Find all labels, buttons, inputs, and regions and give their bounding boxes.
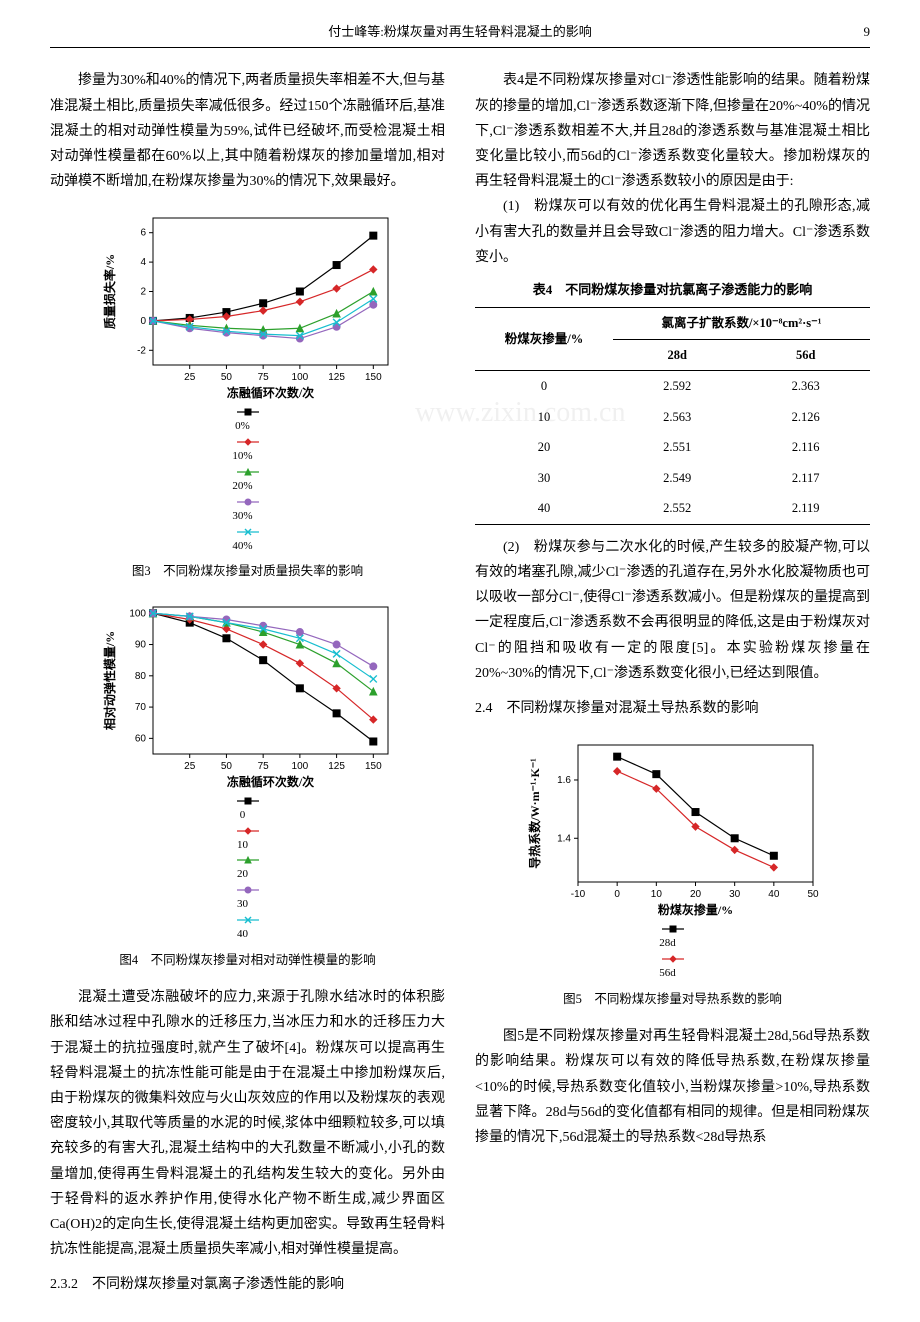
fig3-legend: 0% 10% 20% 30% 40% [50, 407, 445, 556]
item-2: (2) 粉煤灰参与二次水化的时候,产生较多的胶凝产物,可以有效的堵塞孔隙,减少C… [475, 535, 870, 686]
svg-text:-2: -2 [137, 346, 146, 357]
svg-text:70: 70 [134, 702, 146, 713]
legend-item: 10 [50, 826, 445, 851]
svg-text:0: 0 [140, 316, 146, 327]
legend-item: 40% [50, 527, 445, 552]
svg-text:0: 0 [614, 889, 620, 900]
legend-item: 0% [50, 407, 445, 432]
svg-text:50: 50 [807, 889, 819, 900]
table4-title: 表4 不同粉煤灰掺量对抗氯离子渗透能力的影响 [475, 278, 870, 301]
svg-text:25: 25 [184, 372, 196, 383]
t4-cell: 30 [475, 463, 613, 494]
page-number: 9 [864, 20, 871, 43]
para-r1: 表4是不同粉煤灰掺量对Cl⁻渗透性能影响的结果。随着粉煤灰的掺量的增加,Cl⁻渗… [475, 68, 870, 194]
fig4-legend: 0 10 20 30 40 [50, 796, 445, 945]
svg-text:40: 40 [768, 889, 780, 900]
left-column: 掺量为30%和40%的情况下,两者质量损失率相差不大,但与基准混凝土相比,质量损… [50, 68, 445, 1301]
svg-text:100: 100 [291, 761, 308, 772]
fig4-chart: 25 50 75 100 125 150 60 70 80 90 100 冻融循环次数/次 相对动弹性模… [98, 597, 398, 792]
t4-cell: 2.592 [613, 371, 742, 402]
legend-item: 30% [50, 497, 445, 522]
t4-colgroup: 氯离子扩散系数/×10⁻⁸cm²·s⁻¹ [613, 308, 870, 340]
legend-item: 56d [475, 954, 870, 979]
running-header: 付士峰等:粉煤灰量对再生轻骨料混凝土的影响 9 [50, 20, 870, 48]
figure-3: 25 50 75 100 125 150 -2 0 2 4 6 冻融循环次数/次 质量损失率/% 0% … [50, 208, 445, 582]
figure-4: 25507510012515060708090100冻融循环次数/次相对动弹性模… [50, 597, 445, 971]
legend-item: 20% [50, 467, 445, 492]
fig3-chart: 25 50 75 100 125 150 -2 0 2 4 6 冻融循环次数/次 质量损失率/% [98, 208, 398, 403]
t4-cell: 2.126 [741, 402, 870, 433]
svg-text:20: 20 [689, 889, 701, 900]
legend-item: 0 [50, 796, 445, 821]
t4-cell: 2.551 [613, 432, 742, 463]
svg-text:50: 50 [220, 761, 232, 772]
legend-item: 20 [50, 855, 445, 880]
svg-text:50: 50 [220, 372, 232, 383]
svg-text:冻融循环次数/次: 冻融循环次数/次 [226, 385, 313, 400]
svg-text:-10: -10 [570, 889, 585, 900]
t4-cell: 2.552 [613, 493, 742, 524]
t4-subcol: 28d [613, 339, 742, 371]
fig5-caption: 图5 不同粉煤灰掺量对导热系数的影响 [475, 988, 870, 1011]
main-columns: 掺量为30%和40%的情况下,两者质量损失率相差不大,但与基准混凝土相比,质量损… [50, 68, 870, 1301]
svg-text:导热系数/W·m⁻¹·K⁻¹: 导热系数/W·m⁻¹·K⁻¹ [527, 758, 542, 869]
fig3-caption: 图3 不同粉煤灰掺量对质量损失率的影响 [50, 560, 445, 583]
svg-text:30: 30 [729, 889, 741, 900]
svg-text:相对动弹性模量/%: 相对动弹性模量/% [102, 631, 117, 730]
svg-text:150: 150 [364, 372, 381, 383]
para-l2: 混凝土遭受冻融破坏的应力,来源于孔隙水结冰时的体积膨胀和结冰过程中孔隙水的迁移压… [50, 985, 445, 1262]
t4-cell: 20 [475, 432, 613, 463]
sec-24-title: 2.4 不同粉煤灰掺量对混凝土导热系数的影响 [475, 696, 870, 721]
fig5-chart: -10 0 10 20 30 40 50 1.4 1.6 粉煤灰掺量/% 导热系数/W·m⁻¹·K⁻… [523, 735, 823, 920]
t4-subcol: 56d [741, 339, 870, 371]
svg-text:4: 4 [140, 257, 146, 268]
running-title: 付士峰等:粉煤灰量对再生轻骨料混凝土的影响 [328, 24, 592, 39]
t4-cell: 2.117 [741, 463, 870, 494]
t4-cell: 2.119 [741, 493, 870, 524]
svg-text:80: 80 [134, 671, 146, 682]
svg-text:冻融循环次数/次: 冻融循环次数/次 [226, 774, 313, 789]
svg-text:150: 150 [364, 761, 381, 772]
t4-cell: 2.116 [741, 432, 870, 463]
svg-text:100: 100 [291, 372, 308, 383]
right-column: 表4是不同粉煤灰掺量对Cl⁻渗透性能影响的结果。随着粉煤灰的掺量的增加,Cl⁻渗… [475, 68, 870, 1301]
svg-text:100: 100 [129, 608, 146, 619]
svg-text:125: 125 [328, 761, 345, 772]
para-end: 图5是不同粉煤灰掺量对再生轻骨料混凝土28d,56d导热系数的影响结果。粉煤灰可… [475, 1024, 870, 1150]
t4-cell: 0 [475, 371, 613, 402]
svg-text:1.6: 1.6 [557, 775, 571, 786]
svg-text:6: 6 [140, 228, 146, 239]
svg-text:25: 25 [184, 761, 196, 772]
para-l1: 掺量为30%和40%的情况下,两者质量损失率相差不大,但与基准混凝土相比,质量损… [50, 68, 445, 194]
svg-text:质量损失率/%: 质量损失率/% [102, 254, 117, 329]
fig4-caption: 图4 不同粉煤灰掺量对相对动弹性模量的影响 [50, 949, 445, 972]
svg-text:90: 90 [134, 639, 146, 650]
t4-cell: 2.363 [741, 371, 870, 402]
svg-text:10: 10 [650, 889, 662, 900]
svg-text:60: 60 [134, 733, 146, 744]
table-4: 粉煤灰掺量/% 氯离子扩散系数/×10⁻⁸cm²·s⁻¹ 28d56d 02.5… [475, 307, 870, 525]
legend-item: 30 [50, 885, 445, 910]
svg-text:75: 75 [257, 372, 269, 383]
legend-item: 28d [475, 924, 870, 949]
t4-col0: 粉煤灰掺量/% [475, 308, 613, 371]
legend-item: 10% [50, 437, 445, 462]
svg-text:2: 2 [140, 287, 146, 298]
t4-cell: 10 [475, 402, 613, 433]
legend-item: 40 [50, 915, 445, 940]
figure-5: -10 0 10 20 30 40 50 1.4 1.6 粉煤灰掺量/% 导热系数/W·m⁻¹·K⁻… [475, 735, 870, 1010]
svg-text:125: 125 [328, 372, 345, 383]
item-1: (1) 粉煤灰可以有效的优化再生骨料混凝土的孔隙形态,减小有害大孔的数量并且会导… [475, 194, 870, 270]
svg-text:粉煤灰掺量/%: 粉煤灰掺量/% [657, 902, 732, 917]
t4-cell: 40 [475, 493, 613, 524]
svg-text:75: 75 [257, 761, 269, 772]
svg-text:1.4: 1.4 [557, 833, 571, 844]
fig5-legend: 28d 56d [475, 924, 870, 984]
t4-cell: 2.549 [613, 463, 742, 494]
t4-cell: 2.563 [613, 402, 742, 433]
